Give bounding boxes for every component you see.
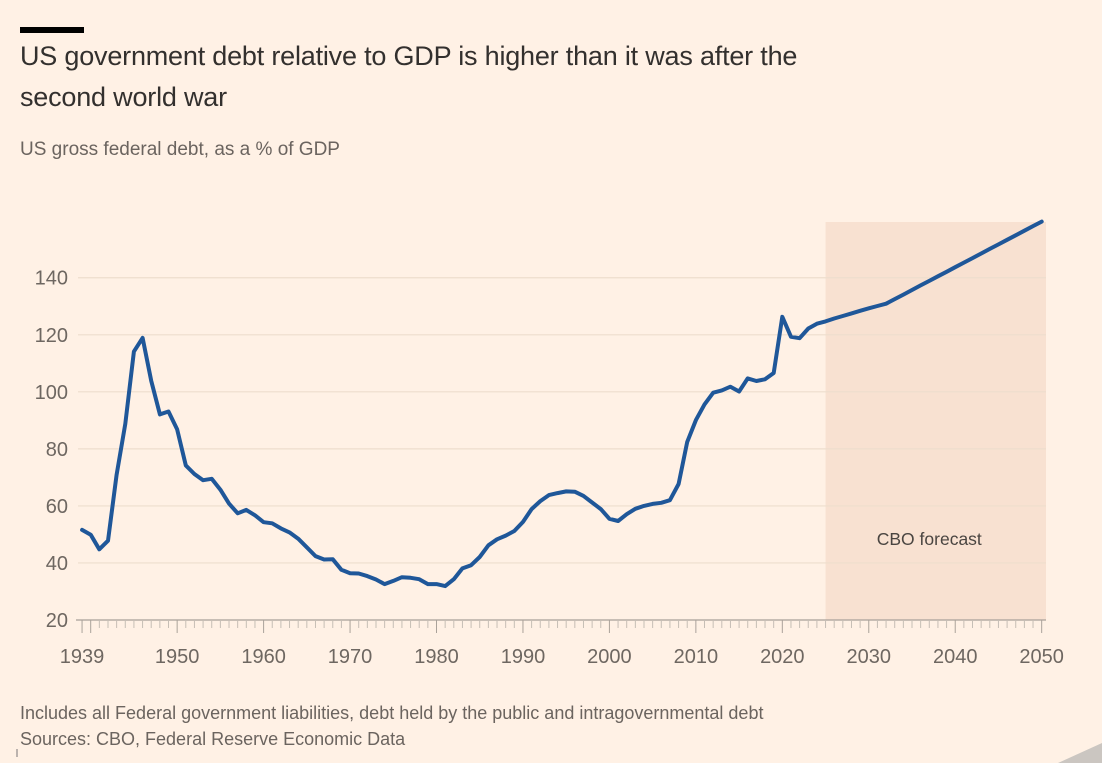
accent-bar [20, 27, 84, 33]
x-tick-label: 2010 [674, 646, 719, 668]
y-tick-label: 100 [35, 382, 68, 404]
debt-line [80, 219, 1044, 589]
y-tick-label: 120 [35, 325, 68, 347]
x-tick-label: 1950 [155, 646, 200, 668]
x-tick-label: 1960 [241, 646, 286, 668]
y-tick-label: 140 [35, 268, 68, 290]
x-tick-label: 2020 [760, 646, 805, 668]
forecast-band [825, 222, 1046, 620]
y-tick-label: 40 [46, 553, 68, 575]
x-tick-label: 2040 [933, 646, 978, 668]
y-tick-label: 60 [46, 496, 68, 518]
x-tick-label: 1939 [60, 646, 105, 668]
x-tick-label: 2050 [1019, 646, 1064, 668]
chart-title-line2: second world war [20, 82, 227, 112]
y-tick-label: 80 [46, 439, 68, 461]
sources-text: Sources: CBO, Federal Reserve Economic D… [20, 729, 406, 749]
y-tick-label: 20 [46, 610, 68, 632]
chart-footnote: Includes all Federal government liabilit… [20, 700, 1020, 752]
x-tick-label: 1970 [328, 646, 373, 668]
x-tick-label: 1990 [501, 646, 546, 668]
chart-title-line1: US government debt relative to GDP is hi… [20, 41, 798, 71]
footnote-text: Includes all Federal government liabilit… [20, 703, 764, 723]
chart-title: US government debt relative to GDP is hi… [20, 36, 1000, 118]
x-tick-label: 2000 [587, 646, 632, 668]
chart-subtitle: US gross federal debt, as a % of GDP [20, 139, 340, 160]
x-tick-label: 1980 [414, 646, 459, 668]
x-tick-label: 2030 [847, 646, 892, 668]
cbo-forecast-label: CBO forecast [877, 529, 982, 549]
stray-cursor-mark [16, 749, 18, 757]
resize-handle-icon[interactable] [1058, 743, 1102, 763]
